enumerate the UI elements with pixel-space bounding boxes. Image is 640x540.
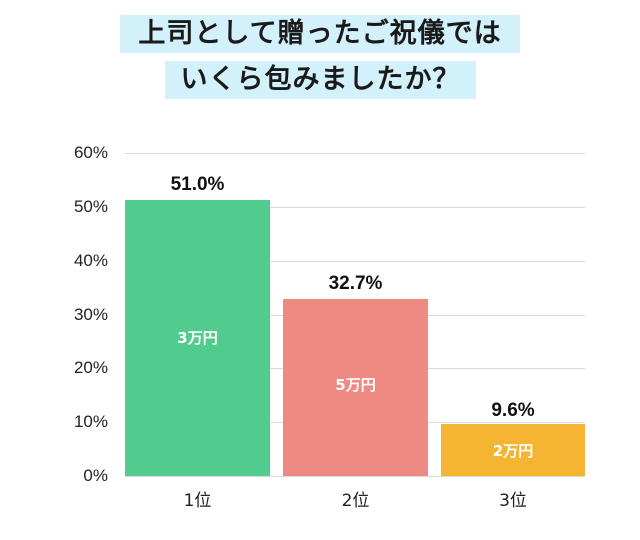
bar-rank-3: 2万円 — [441, 424, 585, 476]
chart-title-line-1: 上司として贈ったご祝儀では — [120, 15, 520, 53]
y-tick-label: 50% — [73, 197, 108, 216]
bar-rank-1: 3万円 — [125, 200, 270, 476]
x-category-label: 1位 — [183, 491, 212, 511]
gridline-40 — [125, 261, 585, 262]
y-tick-label: 10% — [73, 412, 108, 431]
bar-value-label: 9.6% — [491, 400, 535, 421]
baseline — [125, 476, 585, 477]
bar-value-label: 51.0% — [170, 174, 225, 195]
gridline-50 — [125, 207, 585, 208]
bar-value-label: 32.7% — [328, 273, 383, 294]
bar-rank-2: 5万円 — [283, 299, 428, 476]
bar-amount-label: 3万円 — [177, 329, 218, 347]
chart-title-line-2: いくら包みましたか？ — [165, 61, 476, 99]
y-tick-label: 40% — [73, 251, 108, 270]
x-category-label: 2位 — [341, 491, 370, 511]
bar-amount-label: 5万円 — [335, 376, 376, 394]
x-category-label: 3位 — [499, 491, 527, 511]
y-tick-label: 60% — [73, 143, 108, 162]
gridline-60 — [125, 153, 585, 154]
y-tick-label: 0% — [83, 466, 108, 485]
y-tick-label: 30% — [73, 305, 108, 324]
bar-amount-label: 2万円 — [492, 442, 534, 460]
y-tick-label: 20% — [73, 358, 108, 377]
